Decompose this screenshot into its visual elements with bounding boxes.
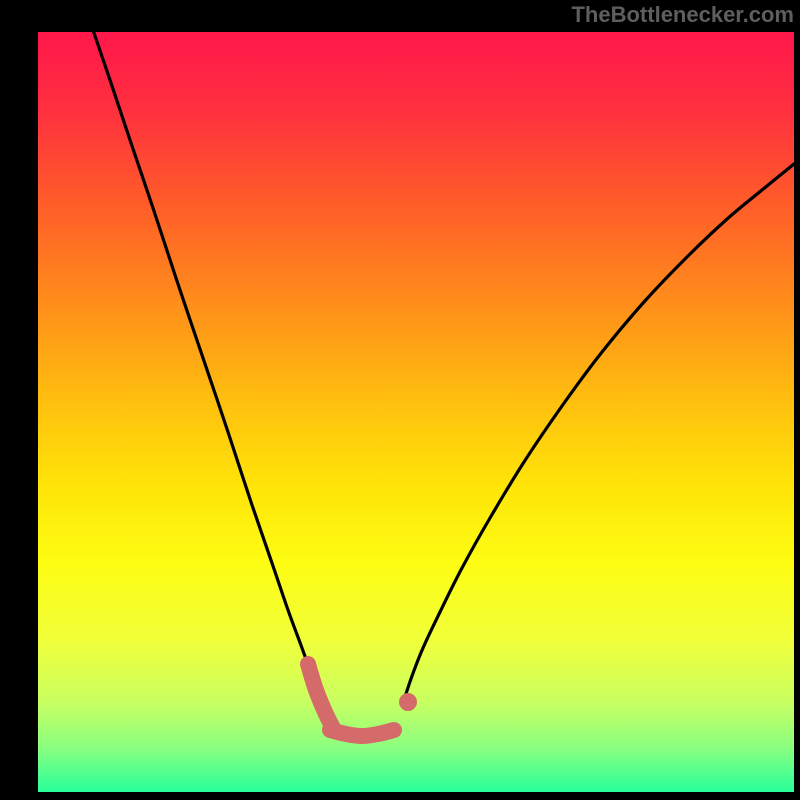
marker-right-dot (399, 693, 417, 711)
marker-left-segment (308, 664, 334, 730)
marker-bottom-segment (330, 730, 394, 736)
right-curve (404, 164, 794, 700)
left-curve (82, 0, 320, 700)
curve-overlay (0, 0, 800, 800)
watermark-text: TheBottlenecker.com (571, 2, 794, 28)
chart-stage: TheBottlenecker.com (0, 0, 800, 800)
